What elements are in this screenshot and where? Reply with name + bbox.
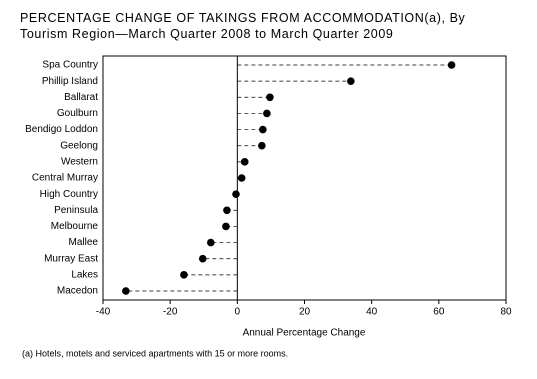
y-tick-label: Spa Country bbox=[42, 60, 98, 71]
chart-title: Tourism Region—March Quarter 2008 to Mar… bbox=[20, 27, 393, 41]
y-tick-label: Peninsula bbox=[54, 205, 98, 216]
x-tick-label: -40 bbox=[96, 307, 111, 318]
y-tick-label: Central Murray bbox=[32, 173, 98, 184]
dot bbox=[347, 77, 355, 85]
dot bbox=[259, 125, 267, 134]
y-tick-label: Bendigo Loddon bbox=[25, 124, 98, 135]
y-tick-label: Macedon bbox=[57, 286, 98, 297]
dot bbox=[447, 61, 456, 69]
y-tick-label: High Country bbox=[40, 189, 98, 200]
dot bbox=[207, 238, 215, 247]
dot bbox=[122, 287, 130, 295]
dot bbox=[232, 190, 240, 198]
y-tick-label: Western bbox=[61, 156, 98, 167]
x-axis-label: Annual Percentage Change bbox=[243, 328, 366, 339]
dot bbox=[263, 109, 271, 118]
y-tick-label: Melbourne bbox=[51, 221, 99, 232]
y-tick-label: Murray East bbox=[44, 253, 98, 264]
plot-frame bbox=[102, 55, 507, 301]
dot bbox=[222, 222, 230, 231]
dot bbox=[180, 271, 188, 279]
y-tick-label: Mallee bbox=[69, 237, 99, 248]
y-tick-label: Lakes bbox=[71, 269, 98, 280]
y-tick-label: Ballarat bbox=[64, 92, 98, 103]
dot bbox=[198, 254, 207, 263]
x-tick-label: -20 bbox=[163, 307, 178, 318]
x-tick-label: 40 bbox=[366, 307, 378, 318]
chart-title: PERCENTAGE CHANGE OF TAKINGS FROM ACCOMM… bbox=[20, 11, 466, 25]
x-tick-label: 80 bbox=[500, 307, 512, 318]
dot bbox=[240, 158, 249, 166]
x-tick-label: 20 bbox=[299, 307, 311, 318]
dot bbox=[266, 93, 274, 102]
y-tick-label: Geelong bbox=[60, 140, 98, 151]
dot bbox=[258, 141, 266, 150]
x-tick-label: 60 bbox=[433, 307, 445, 318]
dot bbox=[223, 206, 231, 215]
x-tick-label: 0 bbox=[235, 307, 241, 318]
footnote: (a) Hotels, motels and serviced apartmen… bbox=[22, 348, 288, 358]
y-tick-label: Goulburn bbox=[57, 108, 98, 119]
dot bbox=[237, 174, 246, 182]
y-tick-label: Phillip Island bbox=[42, 76, 98, 87]
